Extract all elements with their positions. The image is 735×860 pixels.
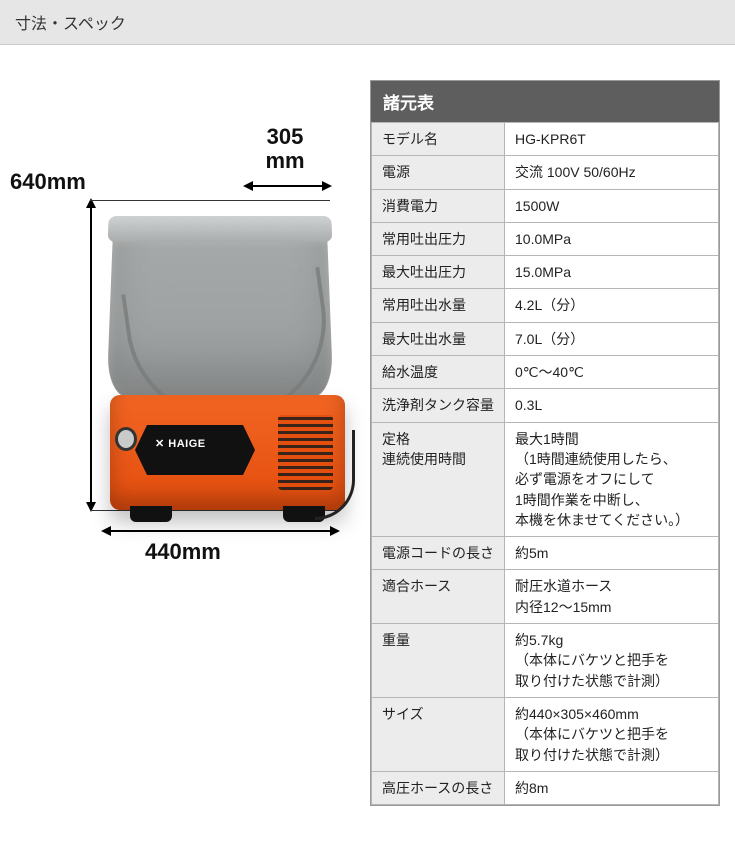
dimension-height-label: 640mm xyxy=(10,170,86,194)
spec-key: 電源 xyxy=(372,156,505,189)
spec-value: 約440×305×460mm（本体にバケツと把手を取り付けた状態で計測） xyxy=(505,697,719,771)
spec-value: 耐圧水道ホース内径12～15mm xyxy=(505,570,719,624)
base-feet xyxy=(120,506,335,522)
product-illustration: ✕ HAIGE xyxy=(100,220,345,520)
spec-key: モデル名 xyxy=(372,123,505,156)
table-row: サイズ約440×305×460mm（本体にバケツと把手を取り付けた状態で計測） xyxy=(372,697,719,771)
spec-value: 約5.7kg（本体にバケツと把手を取り付けた状態で計測） xyxy=(505,624,719,698)
spec-table: モデル名HG-KPR6T電源交流 100V 50/60Hz消費電力1500W常用… xyxy=(371,122,719,805)
table-row: 高圧ホースの長さ約8m xyxy=(372,771,719,804)
spec-value: HG-KPR6T xyxy=(505,123,719,156)
table-row: 電源交流 100V 50/60Hz xyxy=(372,156,719,189)
spec-value: 15.0MPa xyxy=(505,256,719,289)
dimension-width-label: 440mm xyxy=(145,540,221,564)
spec-table-title: 諸元表 xyxy=(371,81,719,122)
spec-key: 消費電力 xyxy=(372,189,505,222)
table-row: モデル名HG-KPR6T xyxy=(372,123,719,156)
spec-table-body: モデル名HG-KPR6T電源交流 100V 50/60Hz消費電力1500W常用… xyxy=(372,123,719,805)
table-row: 最大吐出水量7.0L（分） xyxy=(372,322,719,355)
table-row: 給水温度0℃～40℃ xyxy=(372,356,719,389)
table-row: 定格連続使用時間最大1時間（1時間連続使用したら、必ず電源をオフにして1時間作業… xyxy=(372,422,719,536)
spec-key: 常用吐出圧力 xyxy=(372,222,505,255)
table-row: 洗浄剤タンク容量0.3L xyxy=(372,389,719,422)
spec-value: 4.2L（分） xyxy=(505,289,719,322)
spec-key: 最大吐出圧力 xyxy=(372,256,505,289)
table-row: 常用吐出圧力10.0MPa xyxy=(372,222,719,255)
section-header: 寸法・スペック xyxy=(0,0,735,45)
spec-key: 適合ホース xyxy=(372,570,505,624)
table-row: 重量約5.7kg（本体にバケツと把手を取り付けた状態で計測） xyxy=(372,624,719,698)
spec-panel: 諸元表 モデル名HG-KPR6T電源交流 100V 50/60Hz消費電力150… xyxy=(370,80,720,806)
port-icon xyxy=(118,430,134,448)
spec-value: 約5m xyxy=(505,537,719,570)
cable-shape xyxy=(315,430,355,520)
table-row: 適合ホース耐圧水道ホース内径12～15mm xyxy=(372,570,719,624)
spec-value: 最大1時間（1時間連続使用したら、必ず電源をオフにして1時間作業を中断し、本機を… xyxy=(505,422,719,536)
spec-key: 最大吐出水量 xyxy=(372,322,505,355)
table-row: 電源コードの長さ約5m xyxy=(372,537,719,570)
content-area: 305mm 640mm ✕ HAIGE 440mm 諸元表 モデル名HG-KPR… xyxy=(0,45,735,821)
table-row: 常用吐出水量4.2L（分） xyxy=(372,289,719,322)
spec-value: 10.0MPa xyxy=(505,222,719,255)
brand-logo: ✕ HAIGE xyxy=(155,437,206,450)
spec-key: 給水温度 xyxy=(372,356,505,389)
dimension-diagram: 305mm 640mm ✕ HAIGE 440mm xyxy=(15,160,350,610)
arrow-depth xyxy=(245,185,330,187)
table-row: 消費電力1500W xyxy=(372,189,719,222)
spec-key: 定格連続使用時間 xyxy=(372,422,505,536)
spec-value: 交流 100V 50/60Hz xyxy=(505,156,719,189)
table-row: 最大吐出圧力15.0MPa xyxy=(372,256,719,289)
spec-value: 1500W xyxy=(505,189,719,222)
spec-key: 電源コードの長さ xyxy=(372,537,505,570)
spec-key: 重量 xyxy=(372,624,505,698)
arrow-width xyxy=(103,530,338,532)
spec-value: 0℃～40℃ xyxy=(505,356,719,389)
pump-base: ✕ HAIGE xyxy=(110,395,345,510)
spec-value: 約8m xyxy=(505,771,719,804)
section-title: 寸法・スペック xyxy=(15,16,126,33)
spec-key: 洗浄剤タンク容量 xyxy=(372,389,505,422)
spec-key: 常用吐出水量 xyxy=(372,289,505,322)
dimension-depth-label: 305mm xyxy=(255,125,315,173)
guide-top xyxy=(90,200,330,201)
spec-key: 高圧ホースの長さ xyxy=(372,771,505,804)
spec-value: 7.0L（分） xyxy=(505,322,719,355)
spec-key: サイズ xyxy=(372,697,505,771)
arrow-height xyxy=(90,200,92,510)
spec-value: 0.3L xyxy=(505,389,719,422)
